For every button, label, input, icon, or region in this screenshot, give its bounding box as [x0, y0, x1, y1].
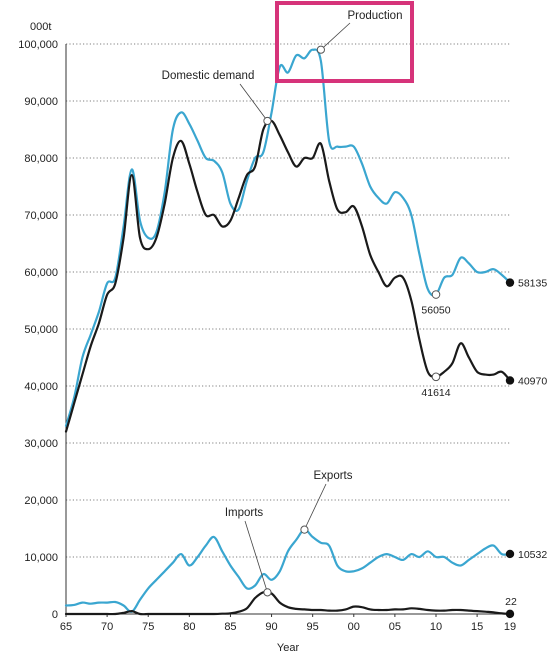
- x-tick-label: 90: [265, 621, 277, 633]
- y-tick-label: 50,000: [24, 324, 58, 336]
- x-tick-label: 05: [389, 621, 401, 633]
- x-tick-label: 75: [142, 621, 154, 633]
- exports-line: [64, 528, 512, 613]
- y-tick-label: 100,000: [18, 39, 58, 51]
- x-tick-label: 65: [60, 621, 72, 633]
- hollow-marker: [431, 290, 441, 299]
- y-tick-label: 80,000: [24, 153, 58, 165]
- grid-layer: [66, 43, 510, 558]
- callout-marker: [263, 588, 272, 597]
- annotation-label: Imports: [225, 507, 264, 519]
- y-tick-label: 0: [52, 609, 58, 621]
- x-tick-label: 70: [101, 621, 113, 633]
- end-value-label: 22: [505, 596, 517, 608]
- callout-marker: [316, 45, 325, 54]
- y-tick-label: 10,000: [24, 552, 58, 564]
- x-tick-label: 00: [348, 621, 360, 633]
- end-marker: [505, 609, 515, 619]
- x-tick-label: 85: [224, 621, 236, 633]
- callout-marker: [300, 525, 309, 534]
- axes-layer: 0 10,000 20,000 30,000 40,000 50,000 60,000 70,…: [18, 21, 516, 654]
- callout-leader-line: [304, 483, 327, 530]
- y-tick-label: 70,000: [24, 210, 58, 222]
- callout-leader-line: [320, 22, 351, 50]
- callout-leader-line: [244, 520, 268, 593]
- production-line: [64, 48, 512, 427]
- callout-marker: [263, 116, 272, 126]
- highlight-box: [275, 1, 414, 83]
- end-value-label: 10532: [518, 549, 547, 561]
- callout-leader-line: [239, 83, 268, 122]
- y-tick-label: 30,000: [24, 438, 58, 450]
- x-tick-label: 19: [504, 621, 516, 633]
- annotation-layer: Production Domestic demand Exports Imports: [162, 1, 414, 597]
- end-marker: [505, 278, 515, 287]
- y-tick-label: 20,000: [24, 495, 58, 507]
- end-value-label: 40970: [518, 375, 547, 387]
- annotation-label: Exports: [314, 470, 353, 482]
- x-axis-label: Year: [277, 642, 300, 654]
- marker-layer: 56050 41614 58135 40970 10532 22: [421, 278, 547, 619]
- annotation-label: Domestic demand: [162, 70, 255, 82]
- hollow-marker: [431, 372, 441, 382]
- marker-value-label: 41614: [421, 387, 450, 399]
- end-value-label: 58135: [518, 278, 547, 290]
- imports-line: [64, 590, 512, 616]
- domestic-demand-line: [64, 119, 512, 433]
- y-tick-label: 60,000: [24, 267, 58, 279]
- y-tick-label: 90,000: [24, 96, 58, 108]
- unit-label: 000t: [30, 21, 51, 33]
- x-tick-label: 10: [430, 621, 442, 633]
- x-tick-label: 80: [183, 621, 195, 633]
- end-marker: [505, 549, 515, 559]
- x-tick-label: 95: [307, 621, 319, 633]
- x-tick-label: 15: [471, 621, 483, 633]
- y-tick-label: 40,000: [24, 381, 58, 393]
- end-marker: [505, 376, 515, 385]
- marker-value-label: 56050: [421, 305, 450, 317]
- series-layer: [64, 48, 512, 616]
- annotation-label: Production: [348, 10, 403, 22]
